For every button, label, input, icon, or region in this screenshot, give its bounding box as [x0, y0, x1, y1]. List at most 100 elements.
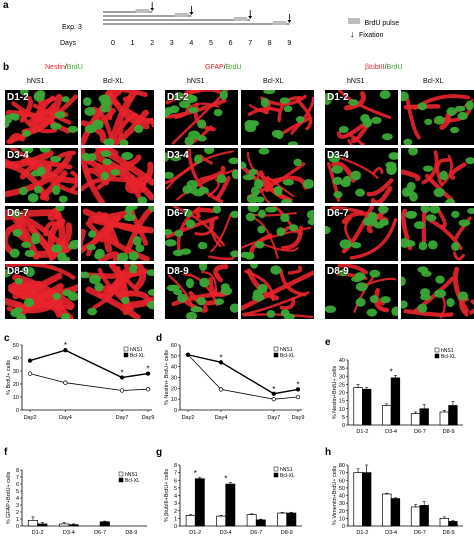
- green-nucleus: [307, 218, 314, 226]
- green-nucleus: [13, 307, 23, 314]
- y-tick-label: 40: [13, 356, 19, 362]
- x-tick-label: Day7: [116, 415, 129, 421]
- green-nucleus: [19, 90, 29, 96]
- stain-header-part: βtubIII: [365, 64, 385, 71]
- red-fiber: [125, 177, 146, 194]
- green-nucleus: [36, 166, 46, 176]
- green-nucleus: [219, 90, 228, 100]
- green-nucleus: [165, 152, 170, 162]
- red-fiber: [165, 90, 224, 105]
- green-nucleus: [355, 188, 366, 197]
- micrograph-image: D1-2: [325, 90, 398, 145]
- green-nucleus: [197, 135, 207, 142]
- column-header: Bcl-XL: [423, 78, 444, 85]
- green-nucleus: [51, 244, 63, 253]
- red-fiber: [449, 162, 467, 180]
- x-tick-label: D6-7: [250, 530, 262, 536]
- panel-b-letter: b: [3, 62, 10, 73]
- significance-star: *: [64, 341, 67, 350]
- fixation-label: Fixation: [358, 32, 384, 39]
- red-fiber: [241, 291, 310, 316]
- panel-letter: f: [4, 447, 8, 458]
- red-fiber: [371, 166, 384, 175]
- red-fiber: [82, 208, 149, 234]
- micrograph-drawing: [5, 206, 78, 261]
- green-nucleus: [250, 264, 259, 269]
- micrograph-image: D6-7: [5, 206, 78, 261]
- x-tick-label: D8-9: [281, 530, 293, 536]
- y-axis-label: % GFAP+BrdU+ cells: [6, 471, 12, 524]
- micrograph-image: [241, 206, 314, 261]
- data-point: [218, 360, 224, 365]
- legend-label: Bcl-XL: [280, 353, 295, 359]
- green-nucleus: [409, 191, 418, 202]
- micrograph-image: D6-7: [165, 206, 238, 261]
- green-nucleus: [381, 133, 393, 141]
- red-fiber: [213, 264, 229, 283]
- column-header: hNS1: [187, 78, 205, 85]
- green-nucleus: [378, 206, 389, 214]
- legend-swatch: [123, 352, 129, 358]
- panel-letter: g: [156, 447, 162, 458]
- green-nucleus: [282, 179, 295, 186]
- green-nucleus: [273, 186, 283, 194]
- significance-star: *: [219, 353, 222, 362]
- bar: [439, 411, 449, 426]
- green-nucleus: [420, 288, 431, 298]
- red-fiber: [241, 270, 314, 311]
- red-fiber: [176, 206, 201, 254]
- red-fiber: [341, 211, 389, 224]
- bar: [194, 478, 205, 527]
- red-fiber: [341, 206, 375, 254]
- green-nucleus: [355, 274, 366, 281]
- red-fiber: [370, 186, 393, 203]
- brdu-pulse-bar: [272, 21, 287, 25]
- green-nucleus: [14, 277, 23, 285]
- red-fiber: [94, 127, 107, 144]
- green-nucleus: [363, 217, 372, 227]
- green-nucleus: [423, 165, 434, 172]
- red-fiber: [97, 163, 112, 177]
- green-nucleus: [458, 219, 471, 227]
- data-point: [271, 397, 276, 402]
- red-fiber: [134, 264, 146, 290]
- pulse-swatch-icon: [348, 17, 360, 24]
- red-fiber: [198, 165, 226, 183]
- green-nucleus: [446, 107, 457, 116]
- green-nucleus: [98, 94, 111, 104]
- green-nucleus: [253, 178, 264, 189]
- data-point: [218, 387, 224, 392]
- legend-swatch: [273, 472, 279, 478]
- green-nucleus: [271, 129, 282, 138]
- green-nucleus: [454, 105, 466, 112]
- y-tick-label: 20: [339, 391, 345, 397]
- green-nucleus: [58, 195, 68, 203]
- red-fiber: [279, 296, 296, 310]
- green-nucleus: [5, 269, 12, 278]
- red-fiber: [440, 154, 453, 187]
- bar: [99, 521, 110, 527]
- green-nucleus: [417, 266, 429, 273]
- green-nucleus: [67, 243, 78, 250]
- micrograph-drawing: [81, 264, 154, 319]
- x-tick-label: D1-2: [189, 530, 201, 536]
- legend-label: Bcl-XL: [280, 473, 295, 479]
- red-fiber: [349, 218, 398, 260]
- x-tick-label: D1-2: [356, 530, 368, 536]
- red-fiber: [256, 169, 271, 203]
- green-nucleus: [165, 229, 173, 236]
- green-nucleus: [100, 104, 111, 113]
- green-nucleus: [137, 196, 148, 203]
- y-tick-label: 30: [13, 369, 19, 375]
- red-fiber: [39, 170, 68, 201]
- green-nucleus: [260, 97, 270, 108]
- red-fiber: [16, 282, 64, 319]
- green-nucleus: [231, 169, 238, 180]
- green-nucleus: [406, 181, 416, 192]
- row-label: D1-2: [7, 92, 29, 103]
- legend-swatch: [273, 466, 279, 472]
- green-nucleus: [189, 187, 199, 195]
- green-nucleus: [61, 312, 71, 319]
- data-point: [145, 387, 151, 392]
